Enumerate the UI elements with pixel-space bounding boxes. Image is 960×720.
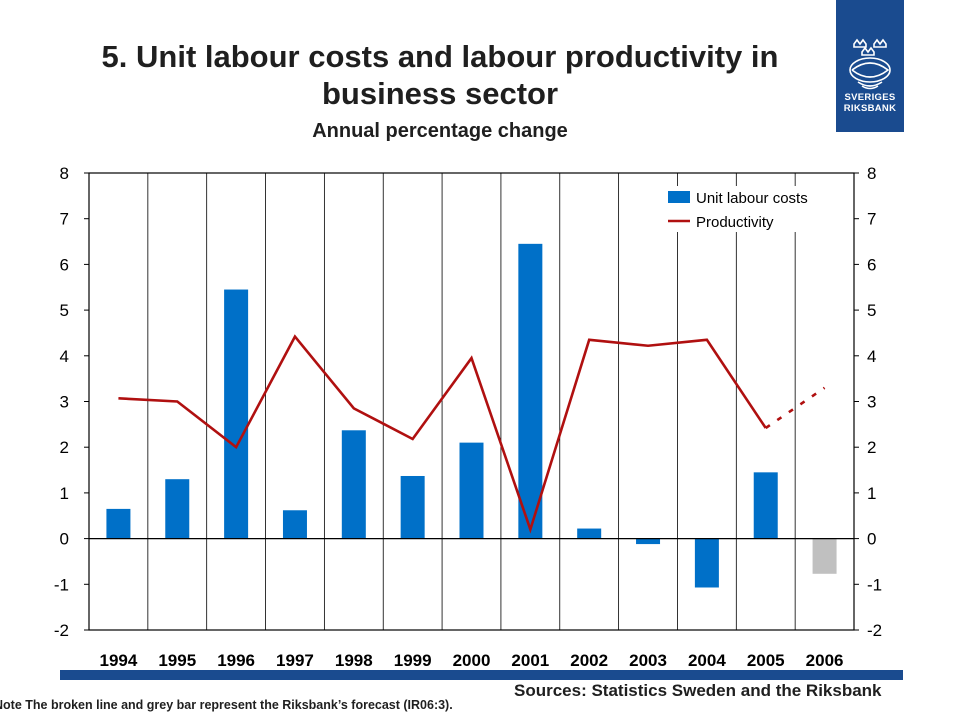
x-tick-label: 1997 <box>276 651 314 670</box>
bar <box>400 475 425 539</box>
bar <box>224 289 249 539</box>
bars-layer <box>106 243 837 588</box>
y-tick-label-left: -2 <box>54 621 69 640</box>
y-tick-label-left: 0 <box>60 530 69 549</box>
bar <box>459 442 484 539</box>
bar <box>636 538 661 545</box>
grid-layer <box>147 173 796 630</box>
riksbank-logo: SVERIGES RIKSBANK <box>836 0 904 132</box>
axis-layer: 8 8 7 7 6 6 5 5 4 4 3 3 2 2 1 1 0 0 -1 -1 -2 -2 1994 1995 1996 19… <box>54 164 882 670</box>
bar <box>694 538 719 588</box>
chart-subtitle: Annual percentage change <box>312 120 568 142</box>
x-tick-label: 2004 <box>688 651 726 670</box>
y-tick-label-right: 6 <box>867 255 876 274</box>
y-tick-label-right: 7 <box>867 210 876 229</box>
y-tick-label-right: -2 <box>867 621 882 640</box>
y-tick-label-left: 2 <box>60 438 69 457</box>
legend-layer: Unit labour costs Productivity <box>664 186 822 232</box>
x-tick-label: 2002 <box>570 651 608 670</box>
y-tick-label-right: 4 <box>867 347 876 366</box>
bar <box>518 243 543 539</box>
productivity-forecast-line <box>764 386 826 430</box>
x-tick-label: 2006 <box>806 651 844 670</box>
y-tick-label-left: -1 <box>54 575 69 594</box>
bar <box>165 479 190 539</box>
y-tick-label-left: 3 <box>60 393 69 412</box>
legend-box <box>664 186 822 232</box>
crest-icon <box>849 38 891 90</box>
y-tick-label-left: 1 <box>60 484 69 503</box>
legend-label-productivity: Productivity <box>696 214 774 231</box>
y-tick-label-left: 8 <box>60 164 69 183</box>
x-tick-label: 2005 <box>747 651 785 670</box>
logo-text-line2: RIKSBANK <box>843 103 897 114</box>
bar <box>106 508 131 539</box>
x-tick-label: 1996 <box>217 651 255 670</box>
y-tick-label-left: 4 <box>60 347 69 366</box>
footer-rule <box>60 670 903 680</box>
y-tick-label-right: 0 <box>867 530 876 549</box>
y-tick-label-right: 5 <box>867 301 876 320</box>
plot-frame <box>88 172 855 631</box>
y-tick-label-right: 1 <box>867 484 876 503</box>
legend-label-unit-labour-costs: Unit labour costs <box>696 190 808 207</box>
y-tick-label-left: 5 <box>60 301 69 320</box>
legend-swatch-bar <box>668 191 690 203</box>
x-tick-label: 2003 <box>629 651 667 670</box>
y-tick-label-right: 8 <box>867 164 876 183</box>
sources-text: Sources: Statistics Sweden and the Riksb… <box>514 681 882 700</box>
x-tick-label: 2001 <box>511 651 549 670</box>
y-tick-label-right: 2 <box>867 438 876 457</box>
x-tick-label: 1998 <box>335 651 373 670</box>
note-text: Note The broken line and grey bar repres… <box>0 698 453 712</box>
forecast-bar <box>812 538 837 574</box>
bar <box>282 510 307 539</box>
x-tick-label: 1999 <box>394 651 432 670</box>
productivity-line <box>118 334 767 534</box>
x-tick-label: 1995 <box>158 651 196 670</box>
bar <box>341 430 366 539</box>
chart-title: 5. Unit labour costs and labour producti… <box>40 38 840 112</box>
chart-title-line2: business sector <box>321 76 559 111</box>
chart-title-line1: 5. Unit labour costs and labour producti… <box>101 39 779 74</box>
y-tick-label-right: -1 <box>867 575 882 594</box>
y-tick-label-left: 6 <box>60 255 69 274</box>
x-tick-label: 1994 <box>100 651 138 670</box>
legend: Unit labour costs Productivity <box>664 186 822 232</box>
bar <box>753 472 778 539</box>
line-layer <box>118 334 826 534</box>
bar <box>577 528 602 539</box>
logo-text-line1: SVERIGES <box>844 92 896 103</box>
y-tick-label-left: 7 <box>60 210 69 229</box>
x-tick-label: 2000 <box>453 651 491 670</box>
y-tick-label-right: 3 <box>867 393 876 412</box>
